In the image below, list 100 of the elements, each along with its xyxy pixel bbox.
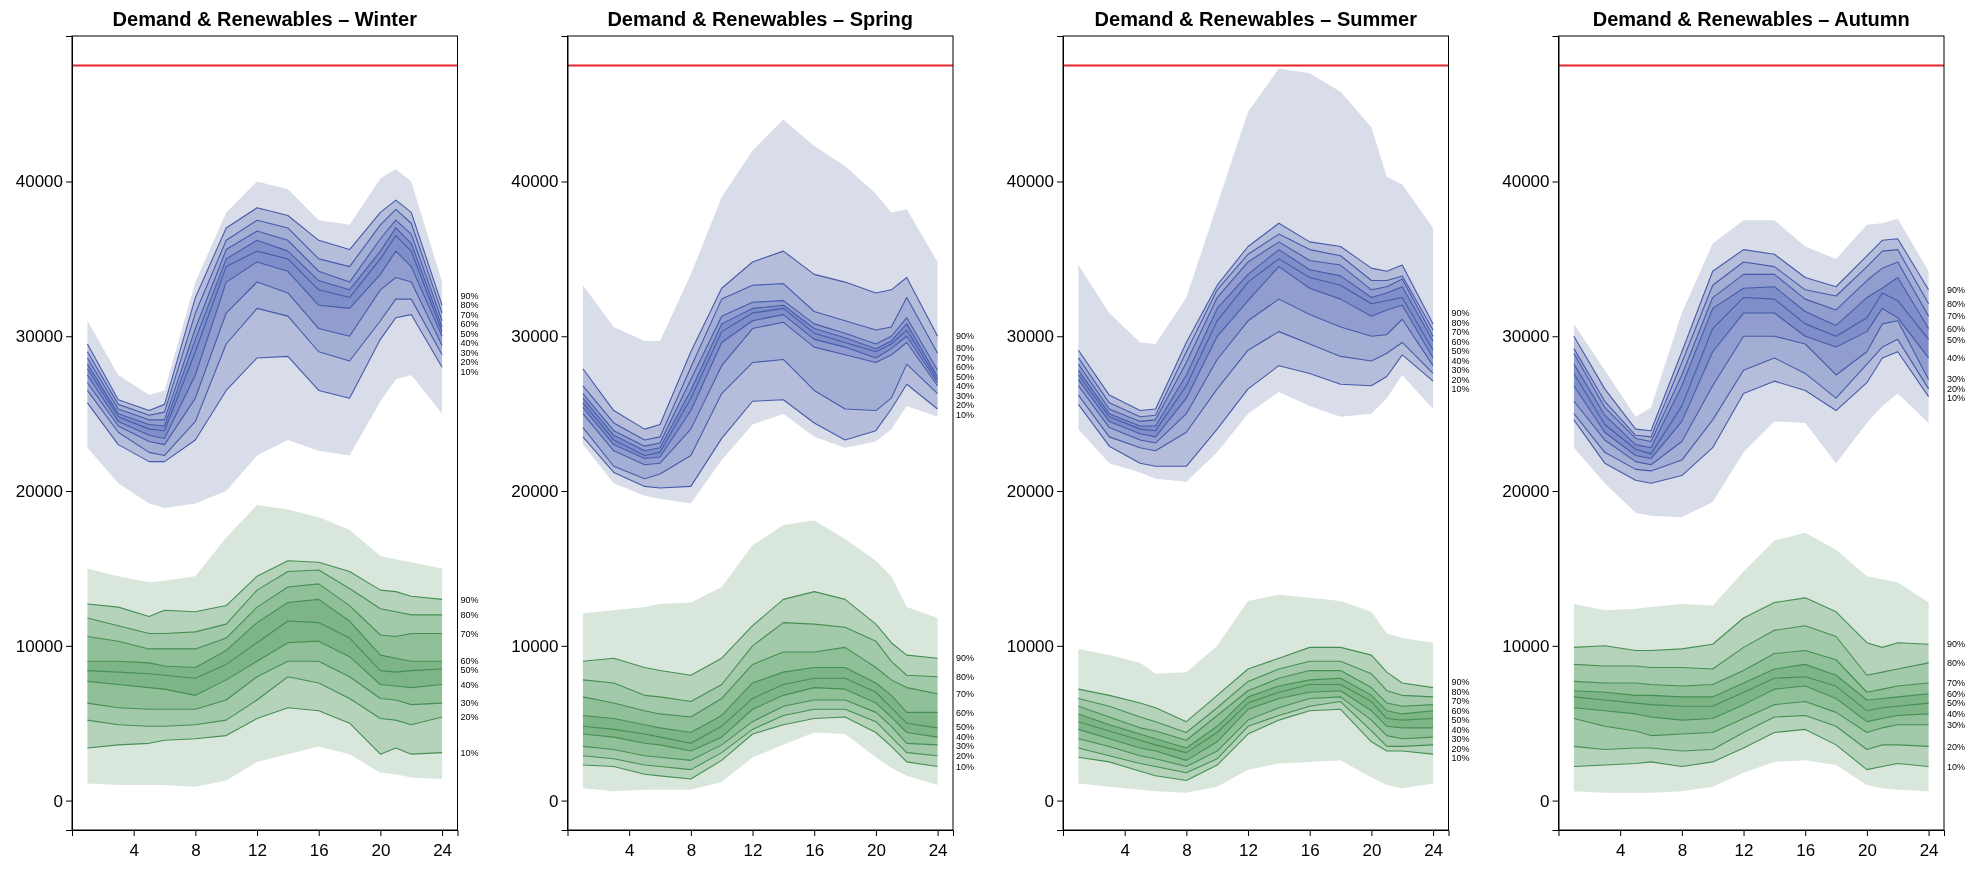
text: 20% [956,400,975,411]
text: 70% [460,309,479,320]
x-tick-label: 20 [866,841,886,860]
text: 30% [1451,365,1470,376]
text: 90% [956,653,975,664]
y-tick-label: 30000 [1006,327,1054,347]
text: 10% [460,366,479,377]
y-tick-label: 0 [1540,791,1550,811]
text: 30% [1451,734,1470,745]
text: 40% [1451,355,1470,366]
text: 80% [1451,317,1470,328]
text: 40% [956,731,975,742]
text: 10% [1451,753,1470,764]
y-tick-label: 10000 [511,636,559,656]
y-tick-label: 40000 [1502,172,1550,192]
y-tick-label: 20000 [511,481,559,501]
chart-title: Demand & Renewables – Spring [607,8,914,30]
text: 10% [956,409,975,420]
x-tick-label: 16 [1796,841,1816,860]
x-tick-label: 16 [805,841,825,860]
text: 50% [1947,698,1966,709]
text: 90% [1947,284,1966,295]
x-tick-label: 8 [1182,841,1192,860]
text: 90% [1451,677,1470,688]
x-tick-label: 24 [928,841,948,860]
text: 20% [460,712,479,723]
y-tick-label: 40000 [511,172,559,192]
text: 50% [956,722,975,733]
text: 60% [1947,688,1966,699]
x-tick-label: 8 [1677,841,1688,860]
text: 90% [1451,308,1470,319]
text: 30% [460,698,479,709]
text: 10% [460,747,479,758]
text: 50% [460,665,479,676]
text: 80% [460,300,479,311]
x-tick-label: 12 [1734,841,1754,860]
text: 40% [956,381,975,392]
text: 30% [1947,374,1966,385]
text: 10% [956,761,975,772]
y-tick-label: 40000 [1006,172,1054,192]
text: 80% [1451,686,1470,697]
text: 70% [956,352,975,363]
text: 70% [1947,678,1966,689]
text: 40% [1947,709,1966,720]
x-tick-label: 8 [191,841,201,860]
text: 50% [460,328,479,339]
text: 90% [460,290,479,301]
text: 60% [956,362,975,373]
text: 60% [1451,336,1470,347]
x-tick-label: 4 [129,841,139,860]
text: 40% [1451,724,1470,735]
text: 60% [1451,705,1470,716]
x-tick-label: 4 [1615,841,1626,860]
x-tick-label: 4 [624,841,635,860]
x-tick-label: 24 [1424,841,1444,860]
text: 20% [956,750,975,761]
text: 80% [1947,298,1966,309]
text: 70% [1947,311,1966,322]
x-tick-label: 24 [1919,841,1939,860]
text: 20% [1947,383,1966,394]
x-tick-label: 24 [433,841,453,860]
y-tick-label: 20000 [1006,481,1054,501]
x-tick-label: 20 [1857,841,1877,860]
text: 10% [1451,384,1470,395]
x-tick-label: 12 [743,841,763,860]
text: 90% [460,594,479,605]
chart-title: Demand & Renewables – Summer [1094,8,1418,30]
text: 80% [1947,657,1966,668]
text: 30% [460,347,479,358]
text: 60% [1947,323,1966,334]
y-tick-label: 30000 [1502,327,1550,347]
text: 20% [1451,374,1470,385]
text: 90% [956,331,975,342]
x-tick-label: 20 [1362,841,1382,860]
x-tick-label: 12 [1239,841,1258,860]
y-tick-label: 10000 [1502,636,1550,656]
text: 40% [1947,353,1966,364]
y-tick-label: 0 [53,791,63,811]
text: 10% [1947,393,1966,404]
text: 50% [1451,346,1470,357]
y-tick-label: 20000 [1502,481,1550,501]
text: 80% [956,671,975,682]
y-tick-label: 10000 [1006,636,1054,656]
text: 70% [460,628,479,639]
chart-title: Demand & Renewables – Autumn [1592,8,1910,30]
x-tick-label: 8 [686,841,697,860]
text: 70% [1451,327,1470,338]
x-tick-label: 16 [1300,841,1320,860]
text: 30% [1947,719,1966,730]
text: 90% [1947,639,1966,650]
text: 30% [956,741,975,752]
text: 20% [1451,743,1470,754]
x-tick-label: 20 [371,841,391,860]
y-tick-label: 10000 [15,636,63,656]
text: 10% [1947,761,1966,772]
text: 50% [956,371,975,382]
text: 60% [460,319,479,330]
text: 70% [956,688,975,699]
text: 40% [460,679,479,690]
y-tick-label: 0 [1044,791,1054,811]
